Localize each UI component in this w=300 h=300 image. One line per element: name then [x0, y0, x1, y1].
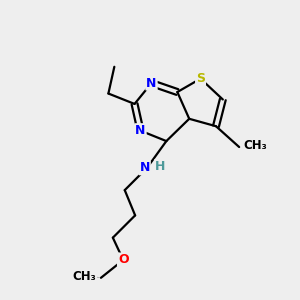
Text: CH₃: CH₃ [244, 139, 267, 152]
Text: CH₃: CH₃ [73, 270, 97, 283]
Text: N: N [135, 124, 146, 137]
Text: N: N [146, 76, 157, 90]
Text: O: O [118, 254, 129, 266]
Text: H: H [155, 160, 166, 173]
Text: S: S [196, 72, 205, 85]
Text: methoxy: methoxy [96, 277, 103, 278]
Text: N: N [140, 161, 150, 174]
